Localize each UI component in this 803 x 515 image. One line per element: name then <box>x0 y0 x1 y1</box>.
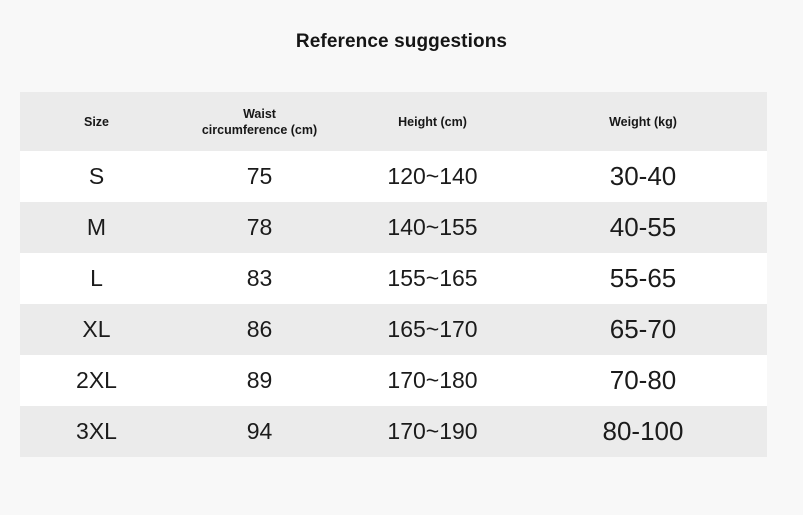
table-body: S 75 120~140 30-40 M 78 140~155 40-55 L … <box>20 151 767 457</box>
table-row: XL 86 165~170 65-70 <box>20 304 767 355</box>
cell-height: 155~165 <box>387 265 478 291</box>
page-title: Reference suggestions <box>295 31 508 52</box>
cell-size: M <box>86 214 107 240</box>
table-row: L 83 155~165 55-65 <box>20 253 767 304</box>
cell-weight: 55-65 <box>609 263 677 293</box>
table-header-row: Size Waist circumference (cm) Height (cm… <box>20 92 767 151</box>
column-header-height: Height (cm) <box>346 92 519 151</box>
cell-waist: 83 <box>246 265 273 291</box>
cell-waist: 78 <box>246 214 273 240</box>
cell-waist: 75 <box>246 163 273 189</box>
column-header-waist: Waist circumference (cm) <box>173 92 346 151</box>
column-header-waist-line2: circumference (cm) <box>201 122 318 137</box>
column-header-waist-line1: Waist <box>243 106 276 121</box>
column-header-weight: Weight (kg) <box>519 92 767 151</box>
cell-waist: 89 <box>246 367 273 393</box>
cell-height: 170~180 <box>387 367 478 393</box>
table-row: 3XL 94 170~190 80-100 <box>20 406 767 457</box>
table-row: S 75 120~140 30-40 <box>20 151 767 202</box>
cell-size: S <box>88 163 105 189</box>
cell-size: 2XL <box>76 367 117 393</box>
cell-height: 120~140 <box>387 163 478 189</box>
size-reference-table: Size Waist circumference (cm) Height (cm… <box>20 92 767 457</box>
cell-size: 3XL <box>76 418 117 444</box>
cell-weight: 65-70 <box>609 314 677 344</box>
cell-waist: 94 <box>246 418 273 444</box>
cell-size: XL <box>82 316 111 342</box>
column-header-size: Size <box>20 92 173 151</box>
cell-weight: 80-100 <box>602 416 684 446</box>
cell-height: 170~190 <box>387 418 478 444</box>
cell-weight: 40-55 <box>609 212 677 242</box>
cell-waist: 86 <box>246 316 273 342</box>
cell-weight: 30-40 <box>609 161 677 191</box>
cell-size: L <box>90 265 103 291</box>
cell-height: 165~170 <box>387 316 478 342</box>
cell-height: 140~155 <box>387 214 478 240</box>
table-row: 2XL 89 170~180 70-80 <box>20 355 767 406</box>
table-row: M 78 140~155 40-55 <box>20 202 767 253</box>
table-header: Size Waist circumference (cm) Height (cm… <box>20 92 767 151</box>
cell-weight: 70-80 <box>609 365 677 395</box>
